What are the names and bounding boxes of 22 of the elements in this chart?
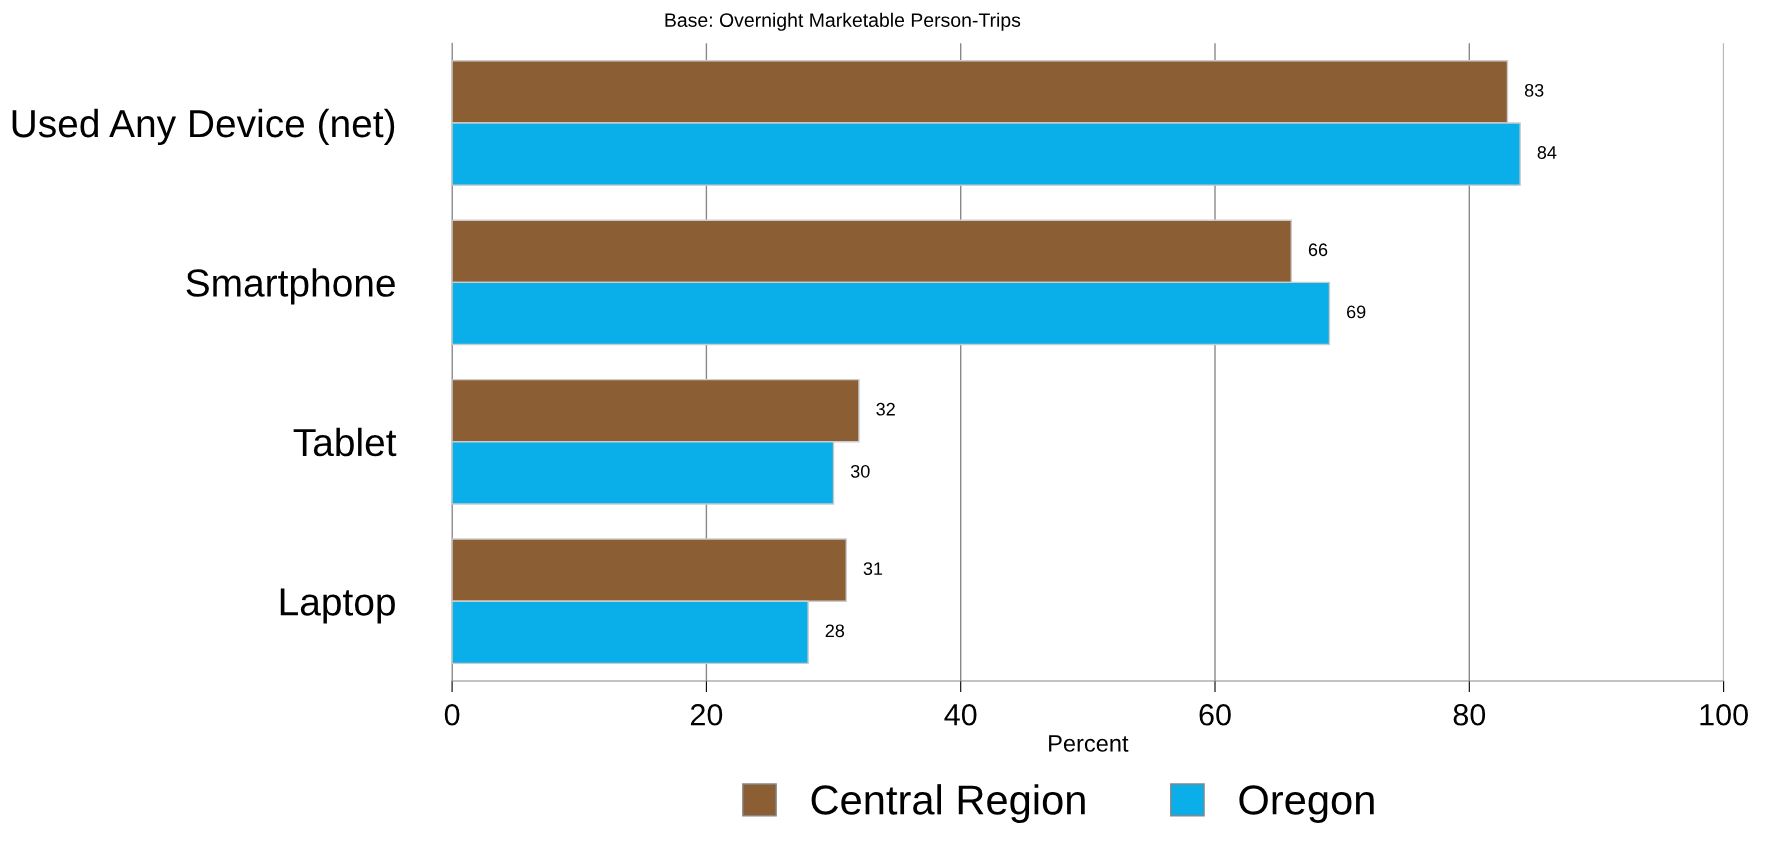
- x-axis-title: Percent: [1049, 735, 1129, 752]
- legend-label: Oregon: [1239, 785, 1374, 823]
- data-label: 66: [1308, 243, 1328, 257]
- data-label: 84: [1537, 146, 1557, 159]
- y-tick-label: Smartphone: [186, 268, 395, 305]
- data-label: 83: [1524, 83, 1544, 97]
- x-tick-label: 0: [444, 703, 460, 726]
- x-tick-label: 60: [1199, 703, 1231, 726]
- x-tick-label: 20: [690, 703, 723, 726]
- data-label: 32: [876, 402, 895, 416]
- y-tick-label: Used Any Device (net): [12, 108, 395, 146]
- data-label: 69: [1347, 305, 1366, 319]
- chart-title: Base: Overnight Marketable Person-Trips: [665, 12, 1021, 31]
- y-tick-label: Laptop: [280, 588, 395, 624]
- x-tick-label: 40: [944, 703, 977, 726]
- legend-label: Central Region: [811, 784, 1085, 823]
- x-tick-label: 100: [1700, 703, 1748, 726]
- data-label: 30: [850, 464, 870, 478]
- x-tick-label: 80: [1453, 703, 1486, 726]
- data-label: 31: [863, 562, 883, 575]
- y-tick-label: Tablet: [293, 427, 397, 457]
- data-label: 28: [825, 624, 845, 638]
